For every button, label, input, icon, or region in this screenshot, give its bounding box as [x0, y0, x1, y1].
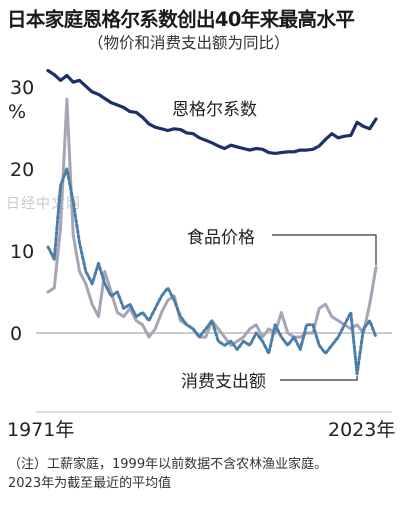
consumption-spending-leader	[280, 376, 358, 381]
chart-title: 日本家庭恩格尔系数创出40年来最高水平	[7, 8, 355, 31]
y-tick-label: 30	[10, 77, 34, 99]
y-tick-label: 20	[10, 159, 34, 181]
footnote-line: 2023年为截至最近的平均值	[8, 476, 172, 491]
x-tick-label-start: 1971年	[7, 419, 74, 441]
leader-lines	[272, 234, 377, 381]
y-axis-unit: %	[8, 101, 26, 123]
engel-coefficient-label: 恩格尔系数	[172, 100, 257, 120]
footnotes: （注）工薪家庭，1999年以前数据不含农林渔业家庭。 2023年为截至最近的平均…	[8, 455, 327, 493]
watermark: 日经中文网	[6, 196, 81, 212]
consumption-spending-label: 消费支出额	[181, 372, 266, 392]
food-price-line	[46, 69, 378, 155]
engel-coefficient-line	[46, 167, 378, 376]
y-tick-label: 0	[10, 323, 22, 345]
y-tick-label: 10	[10, 241, 34, 263]
footnote-line: （注）工薪家庭，1999年以前数据不含农林渔业家庭。	[8, 457, 328, 472]
food-price-label: 食品价格	[187, 228, 255, 248]
chart: 0 10 20 30 % 日经中文网 恩格尔系数 食品价格 消费支出额 1971年 2…	[6, 69, 395, 441]
y-axis-ticks: 0 10 20 30	[10, 77, 34, 345]
food-price-leader	[272, 234, 377, 266]
series-layer	[46, 69, 378, 376]
gridlines	[36, 332, 392, 413]
chart-subtitle: （物价和消费支出额为同比）	[88, 34, 290, 52]
x-tick-label-end: 2023年	[328, 419, 395, 441]
